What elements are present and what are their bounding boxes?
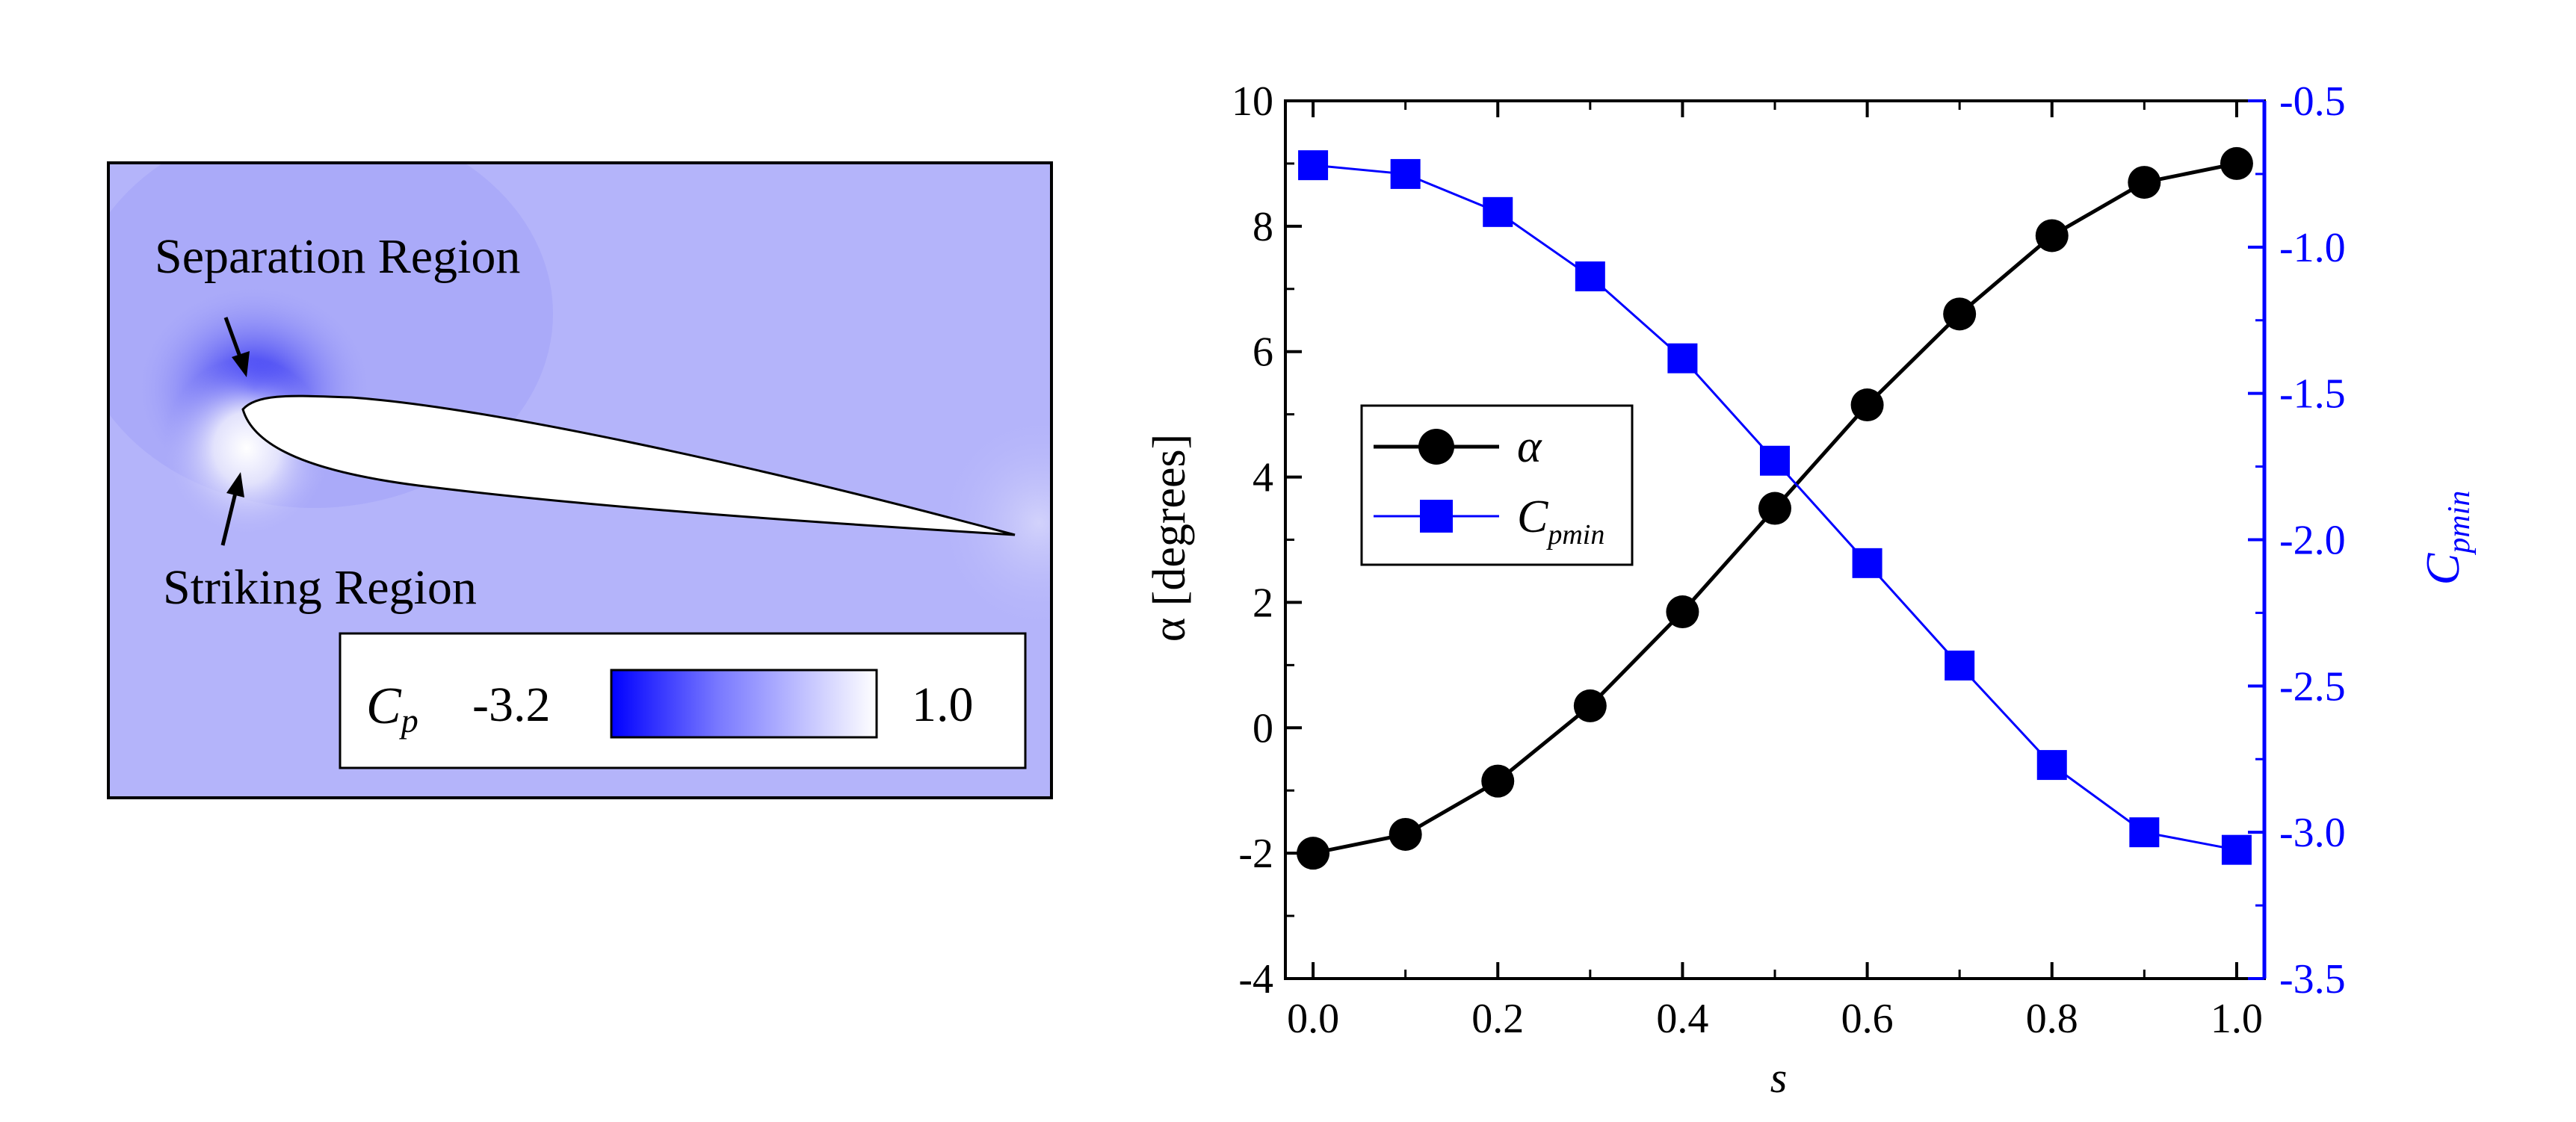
- data-point-cpmin: [1390, 158, 1421, 189]
- data-point-cpmin: [1298, 150, 1329, 181]
- separation-arrow: [223, 317, 250, 377]
- y-left-tick-label: 6: [1253, 329, 1273, 376]
- y-left-tick-label: 0: [1253, 705, 1273, 751]
- y-left-tick-label: -4: [1238, 956, 1273, 1002]
- data-point-cpmin: [1760, 445, 1790, 476]
- legend-frame: [1360, 404, 1634, 566]
- data-point-cpmin: [1852, 548, 1882, 578]
- colorbar-symbol: Cp: [366, 678, 418, 740]
- x-tick-label: 0.8: [2026, 996, 2078, 1042]
- x-tick-label: 0.0: [1287, 996, 1339, 1042]
- data-point-alpha: [1389, 817, 1422, 851]
- y-left-tick-label: -2: [1238, 831, 1273, 877]
- legend-marker-cpmin: [1420, 500, 1453, 533]
- y-right-tick-label: -1.0: [2279, 225, 2346, 271]
- legend-label-alpha: α: [1517, 421, 1542, 472]
- data-point-alpha: [1297, 837, 1330, 870]
- data-point-alpha: [1943, 297, 1977, 331]
- colorbar-legend: Cp -3.2 1.0: [339, 632, 1027, 769]
- data-point-alpha: [1666, 595, 1699, 629]
- y-left-axis-label: α [degrees]: [1144, 434, 1195, 642]
- y-right-tick-label: -2.0: [2279, 518, 2346, 564]
- y-right-tick-label: -2.5: [2279, 663, 2346, 710]
- contour-panel: Separation Region Striking Region Cp -3.…: [107, 161, 1053, 799]
- chart-legend: α Cpmin: [1360, 404, 1634, 566]
- data-point-cpmin: [1667, 343, 1698, 374]
- y-right-tick-label: -3.5: [2279, 956, 2346, 1002]
- data-point-cpmin: [2036, 750, 2067, 781]
- trailing-edge-zone: [934, 411, 1051, 635]
- data-point-alpha: [2220, 146, 2253, 180]
- y-left-tick-label: 10: [1232, 78, 1273, 125]
- data-point-cpmin: [2129, 817, 2160, 848]
- data-point-alpha: [1573, 689, 1607, 722]
- striking-arrow: [220, 472, 244, 546]
- flow-field-frame: [107, 161, 1053, 799]
- y-right-tick-label: -1.5: [2279, 371, 2346, 418]
- legend-marker-alpha: [1418, 429, 1454, 465]
- y-left-tick-label: 2: [1253, 580, 1273, 626]
- x-axis-label: s: [1770, 1053, 1788, 1102]
- dual-axis-line-chart: 0.0 0.2 0.4 0.6 0.8 1.0 -4 -2 0 2 4 6 8 10 -3.5 -3.0 -…: [1144, 78, 2477, 1102]
- colorbar-max-label: 1.0: [912, 678, 974, 732]
- data-point-alpha: [2128, 166, 2161, 199]
- data-point-cpmin: [2221, 834, 2252, 865]
- airfoil-shape: [241, 394, 1016, 536]
- x-tick-label: 0.6: [1841, 996, 1894, 1042]
- x-tick-label: 0.2: [1471, 996, 1524, 1042]
- data-point-alpha: [1758, 492, 1791, 525]
- y-right-tick-label: -3.0: [2279, 810, 2346, 856]
- data-point-cpmin: [1575, 261, 1605, 291]
- y-right-axis-label: Cpmin: [2416, 491, 2477, 586]
- x-tick-label: 1.0: [2211, 996, 2263, 1042]
- y-right-tick-label: -0.5: [2279, 78, 2346, 125]
- striking-region-label: Striking Region: [163, 560, 477, 615]
- data-point-alpha: [1481, 764, 1515, 798]
- legend-label-cpmin: Cpmin: [1517, 492, 1604, 551]
- x-tick-label: 0.4: [1656, 996, 1708, 1042]
- data-point-alpha: [1850, 388, 1884, 422]
- data-point-alpha: [2035, 219, 2069, 252]
- colorbar-gradient: [610, 669, 878, 739]
- y-left-tick-label: 8: [1253, 204, 1273, 250]
- data-point-cpmin: [1483, 196, 1513, 227]
- separation-region-label: Separation Region: [155, 229, 520, 284]
- legend-entry-cpmin: Cpmin: [1374, 492, 1604, 551]
- colorbar-min-label: -3.2: [472, 678, 550, 732]
- data-point-cpmin: [1945, 650, 1975, 681]
- y-left-tick-label: 4: [1253, 455, 1273, 501]
- legend-entry-alpha: α: [1374, 421, 1542, 472]
